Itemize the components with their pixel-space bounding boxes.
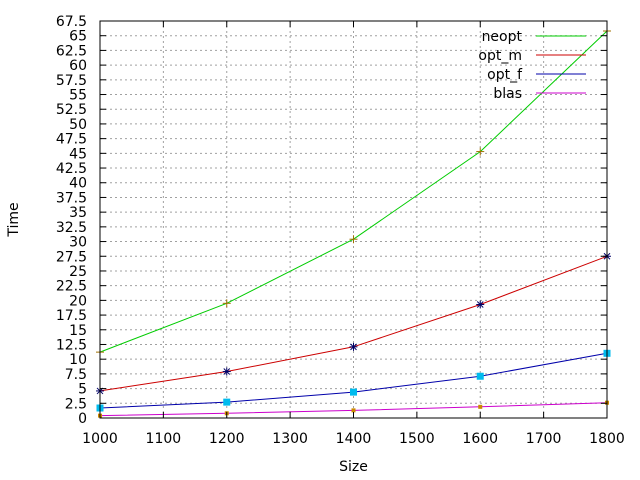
marker-square bbox=[350, 388, 357, 396]
x-tick-label: 1600 bbox=[462, 431, 498, 447]
data-point-opt-f bbox=[350, 388, 357, 396]
y-tick-label: 0 bbox=[78, 411, 87, 427]
y-tick-label: 47.5 bbox=[56, 132, 87, 148]
marker-dot bbox=[478, 404, 483, 409]
legend-label-opt-m: opt_m bbox=[478, 48, 522, 64]
y-tick-label: 65 bbox=[69, 29, 87, 45]
y-tick-label: 45 bbox=[69, 146, 87, 162]
y-tick-label: 17.5 bbox=[56, 308, 87, 324]
y-tick-label: 42.5 bbox=[56, 161, 87, 177]
y-tick-label: 55 bbox=[69, 88, 87, 104]
y-tick-label: 35 bbox=[69, 205, 87, 221]
y-tick-label: 67.5 bbox=[56, 14, 87, 30]
data-point-neopt bbox=[222, 299, 231, 308]
x-tick-label: 1000 bbox=[82, 431, 118, 447]
y-tick-label: 30 bbox=[69, 235, 87, 251]
y-tick-label: 40 bbox=[69, 176, 87, 192]
y-tick-label: 15 bbox=[69, 323, 87, 339]
y-tick-label: 20 bbox=[69, 293, 87, 309]
marker-d2 bbox=[223, 368, 231, 375]
marker-dot bbox=[351, 408, 356, 413]
plot-frame bbox=[99, 20, 608, 419]
legend-label-opt-f: opt_f bbox=[487, 67, 523, 83]
x-tick-label: 1100 bbox=[146, 431, 182, 447]
y-tick-label: 7.5 bbox=[65, 367, 87, 383]
y-tick-label: 57.5 bbox=[56, 73, 87, 89]
y-tick-label: 10 bbox=[69, 352, 87, 368]
x-tick-label: 1500 bbox=[399, 431, 435, 447]
data-point-opt-f bbox=[476, 372, 484, 380]
y-tick-label: 32.5 bbox=[56, 220, 87, 236]
y-tick-label: 52.5 bbox=[56, 102, 87, 118]
data-point-neopt bbox=[476, 147, 485, 156]
marker-square bbox=[476, 372, 484, 380]
marker-d2 bbox=[476, 301, 484, 308]
y-tick-label: 50 bbox=[69, 117, 87, 133]
data-point-blas bbox=[478, 404, 483, 409]
y-tick-label: 22.5 bbox=[56, 279, 87, 295]
legend-label-blas: blas bbox=[493, 86, 522, 102]
y-axis-label: Time bbox=[6, 202, 22, 237]
x-axis-label: Size bbox=[339, 459, 368, 475]
y-tick-label: 60 bbox=[69, 58, 87, 74]
data-point-neopt bbox=[349, 235, 358, 244]
y-tick-labels: 02.557.51012.51517.52022.52527.53032.535… bbox=[56, 14, 87, 427]
x-tick-labels: 1000 1100 1200 1300 1400 1500 1600 1700 1800 bbox=[82, 431, 625, 447]
data-point-opt-m bbox=[222, 367, 231, 376]
axis-ticks bbox=[99, 20, 608, 419]
x-tick-label: 1400 bbox=[336, 431, 372, 447]
y-tick-label: 5 bbox=[78, 382, 87, 398]
marker-square bbox=[223, 398, 231, 406]
data-point-opt-f bbox=[223, 398, 231, 406]
marker-d2 bbox=[350, 343, 357, 351]
y-tick-label: 37.5 bbox=[56, 190, 87, 206]
x-tick-label: 1200 bbox=[209, 431, 245, 447]
y-tick-label: 12.5 bbox=[56, 337, 87, 353]
y-tick-label: 62.5 bbox=[56, 43, 87, 59]
y-tick-label: 25 bbox=[69, 264, 87, 280]
x-tick-label: 1300 bbox=[272, 431, 308, 447]
legend-label-neopt: neopt bbox=[482, 29, 523, 45]
data-point-opt-m bbox=[476, 300, 485, 309]
data-point-blas bbox=[351, 408, 356, 413]
y-tick-label: 2.5 bbox=[65, 396, 87, 412]
y-tick-label: 27.5 bbox=[56, 249, 87, 265]
data-point-opt-m bbox=[349, 342, 358, 351]
x-tick-label: 1700 bbox=[526, 431, 562, 447]
grid-lines bbox=[100, 21, 607, 418]
x-tick-label: 1800 bbox=[589, 431, 625, 447]
